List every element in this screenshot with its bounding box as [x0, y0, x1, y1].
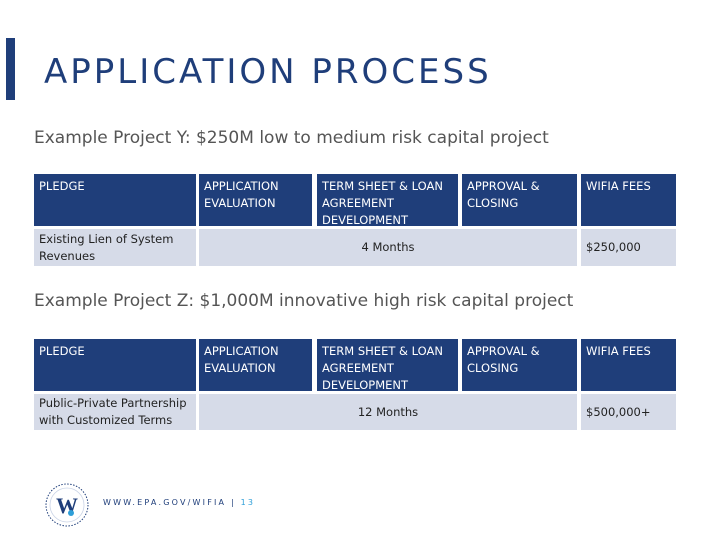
project-y-fee-value: $250,000: [581, 229, 676, 266]
page-title: APPLICATION PROCESS: [44, 52, 492, 92]
project-z-term-sheet-header: TERM SHEET & LOAN AGREEMENT DEVELOPMENT: [317, 339, 458, 392]
page-number: 13: [240, 498, 256, 507]
project-z-evaluation-header: APPLICATION EVALUATION: [199, 339, 312, 391]
project-y-term-sheet-header: TERM SHEET & LOAN AGREEMENT DEVELOPMENT: [317, 174, 458, 227]
project-z-fee-value: $500,000+: [581, 394, 676, 430]
project-z-pledge-value: Public-Private Partnership with Customiz…: [34, 394, 196, 430]
project-y-pledge-value: Existing Lien of System Revenues: [34, 229, 196, 266]
title-accent-bar: [6, 38, 15, 100]
logo-letter: W: [56, 493, 78, 518]
project-y-approval-header: APPROVAL & CLOSING: [462, 174, 577, 226]
project-y-subtitle: Example Project Y: $250M low to medium r…: [34, 128, 549, 148]
footer-url[interactable]: WWW.EPA.GOV/WIFIA | 13: [103, 498, 255, 507]
project-z-subtitle: Example Project Z: $1,000M innovative hi…: [34, 291, 574, 311]
wifia-logo-icon: W: [45, 483, 89, 527]
project-z-fees-header: WIFIA FEES: [581, 339, 676, 391]
project-y-evaluation-header: APPLICATION EVALUATION: [199, 174, 312, 226]
project-z-duration: 12 Months: [199, 394, 577, 430]
footer-url-text[interactable]: WWW.EPA.GOV/WIFIA |: [103, 498, 236, 507]
project-z-pledge-header: PLEDGE: [34, 339, 196, 391]
project-z-approval-header: APPROVAL & CLOSING: [462, 339, 577, 391]
project-y-pledge-header: PLEDGE: [34, 174, 196, 226]
project-y-fees-header: WIFIA FEES: [581, 174, 676, 226]
project-y-duration: 4 Months: [199, 229, 577, 266]
